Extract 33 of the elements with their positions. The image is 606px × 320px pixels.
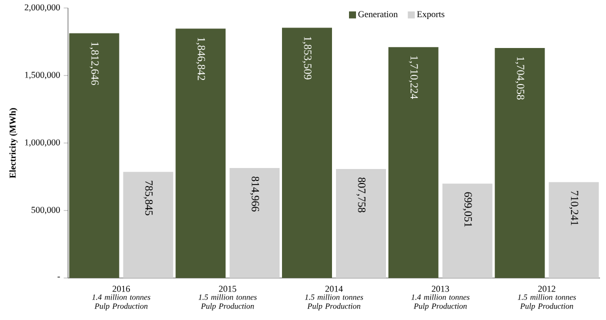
- bar: [69, 33, 120, 278]
- bar: [442, 184, 492, 278]
- data-label: 1,710,224: [408, 56, 418, 99]
- bar: [282, 28, 332, 278]
- x-tick-label: 2014: [325, 286, 343, 292]
- bar: [336, 168, 386, 278]
- y-tick-label: 1,000,000: [25, 139, 60, 147]
- legend-label: Generation: [358, 11, 398, 18]
- x-tick-label: 2012: [538, 286, 556, 292]
- x-tick-label: 2013: [432, 286, 450, 292]
- x-tick-label: 2015: [219, 286, 236, 292]
- bar: [494, 48, 545, 278]
- bar: [548, 182, 599, 278]
- bar: [123, 172, 174, 278]
- y-tick-label: 2,000,000: [24, 4, 60, 12]
- data-label: 699,051: [462, 192, 472, 227]
- bar: [176, 28, 226, 278]
- bar: [230, 168, 280, 278]
- bar: [388, 47, 438, 278]
- data-label: 814,966: [250, 176, 260, 212]
- data-label: 710,241: [569, 191, 578, 226]
- y-tick-label: 500,000: [32, 206, 60, 214]
- y-axis-title: Electricity (MWh): [9, 108, 18, 178]
- data-label: 785,845: [144, 180, 153, 216]
- x-tick-label: 2016: [112, 286, 130, 292]
- data-label: 1,812,646: [90, 42, 99, 85]
- data-label: 1,853,509: [302, 36, 312, 80]
- legend-label: Exports: [417, 11, 444, 19]
- data-label: 1,704,058: [515, 57, 524, 100]
- data-label: 1,846,842: [196, 38, 206, 80]
- y-tick-label: -: [58, 276, 60, 278]
- y-tick-label: 1,500,000: [25, 72, 60, 80]
- data-label: 807,758: [356, 178, 366, 212]
